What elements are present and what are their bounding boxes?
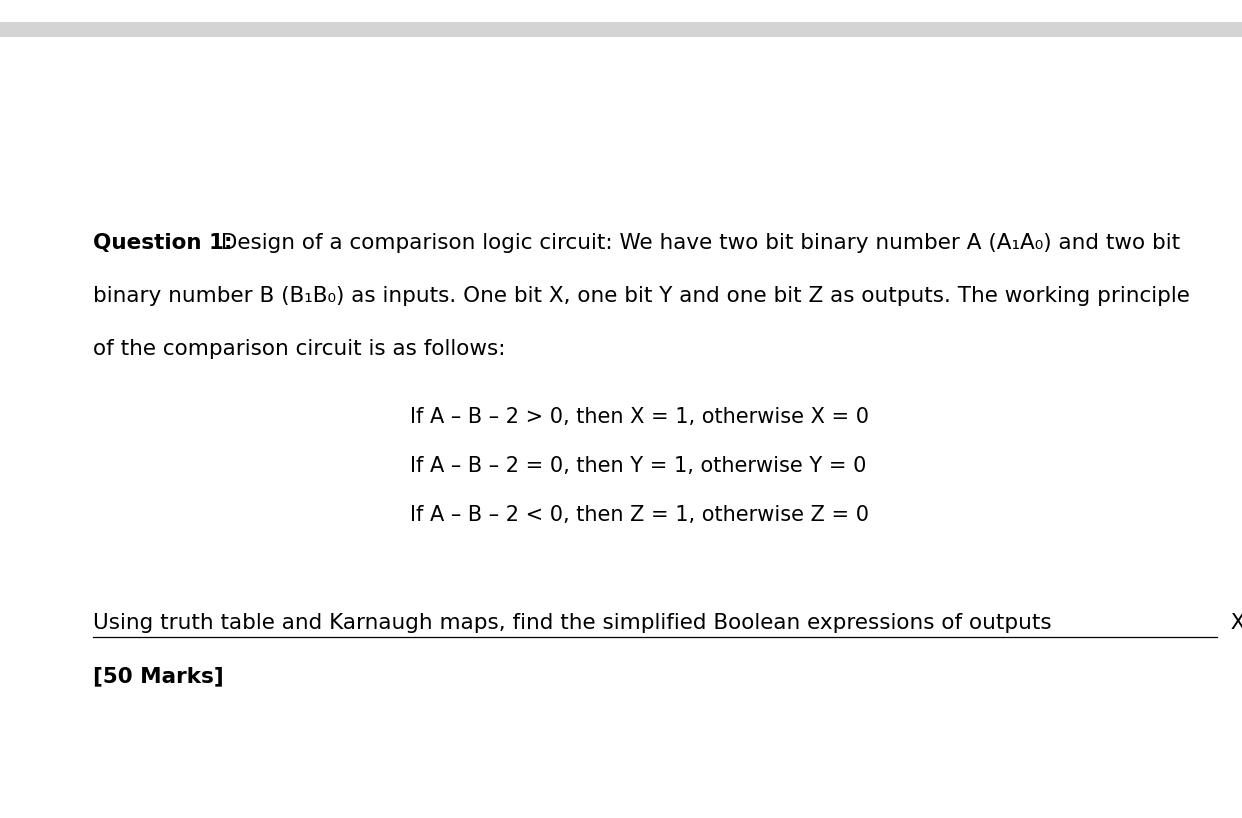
Text: binary number B (B₁B₀) as inputs. One bit X, one bit Y and one bit Z as outputs.: binary number B (B₁B₀) as inputs. One bi…	[93, 286, 1190, 306]
Text: Question 1:: Question 1:	[93, 233, 232, 253]
Text: If A – B – 2 > 0, then X = 1, otherwise X = 0: If A – B – 2 > 0, then X = 1, otherwise …	[410, 407, 869, 426]
Text: Using truth table and Karnaugh maps, find the simplified Boolean expressions of : Using truth table and Karnaugh maps, fin…	[93, 613, 1052, 632]
Text: of the comparison circuit is as follows:: of the comparison circuit is as follows:	[93, 339, 505, 359]
Text: [50 Marks]: [50 Marks]	[93, 666, 224, 685]
Text: If A – B – 2 < 0, then Z = 1, otherwise Z = 0: If A – B – 2 < 0, then Z = 1, otherwise …	[410, 505, 869, 524]
Text: Design of a comparison logic circuit: We have two bit binary number A (A₁A₀) and: Design of a comparison logic circuit: We…	[214, 233, 1180, 253]
Text: X, Y and Z.: X, Y and Z.	[1217, 613, 1242, 632]
Text: If A – B – 2 = 0, then Y = 1, otherwise Y = 0: If A – B – 2 = 0, then Y = 1, otherwise …	[410, 456, 866, 475]
